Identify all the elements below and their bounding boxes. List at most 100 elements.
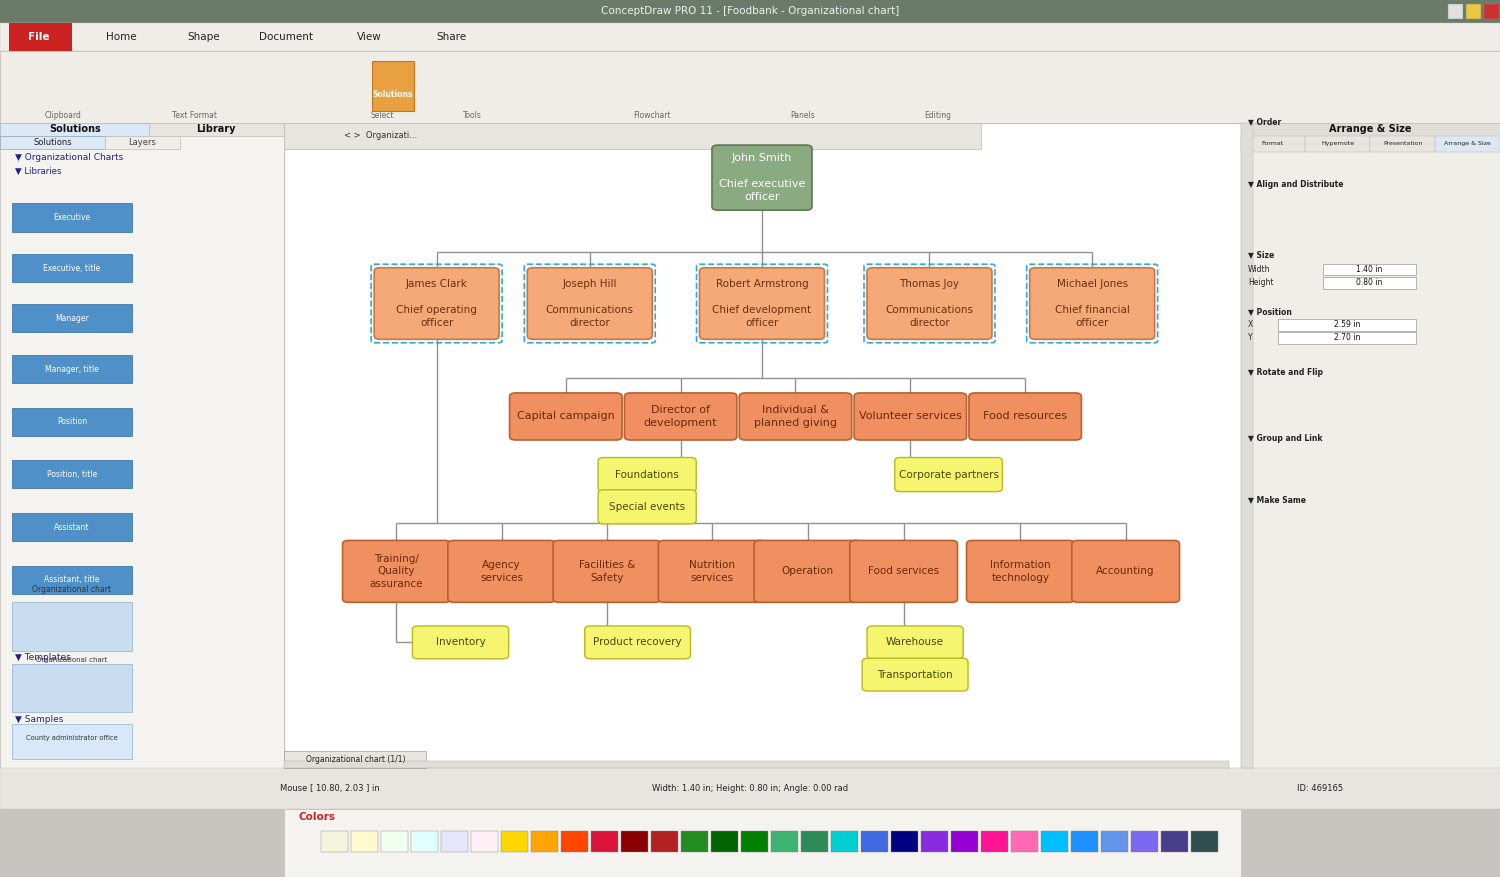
FancyBboxPatch shape bbox=[1011, 831, 1038, 852]
Text: James Clark

Chief operating
officer: James Clark Chief operating officer bbox=[396, 279, 477, 328]
Text: Share: Share bbox=[436, 32, 466, 42]
FancyBboxPatch shape bbox=[284, 809, 1240, 877]
Text: Facilities &
Safety: Facilities & Safety bbox=[579, 560, 634, 583]
FancyBboxPatch shape bbox=[658, 540, 766, 602]
FancyBboxPatch shape bbox=[510, 393, 622, 440]
FancyBboxPatch shape bbox=[9, 23, 72, 51]
Text: Colors: Colors bbox=[298, 812, 336, 823]
FancyBboxPatch shape bbox=[0, 51, 1500, 123]
Text: Library: Library bbox=[196, 125, 236, 134]
Text: ▼ Rotate and Flip: ▼ Rotate and Flip bbox=[1248, 368, 1323, 377]
Text: ▼ Group and Link: ▼ Group and Link bbox=[1248, 434, 1323, 443]
Text: Text Format: Text Format bbox=[172, 111, 217, 120]
Text: Solutions: Solutions bbox=[372, 90, 413, 99]
Text: Organizational chart: Organizational chart bbox=[33, 585, 111, 594]
FancyBboxPatch shape bbox=[740, 393, 852, 440]
Text: Width: Width bbox=[1248, 265, 1270, 274]
FancyBboxPatch shape bbox=[0, 136, 105, 149]
FancyBboxPatch shape bbox=[12, 355, 132, 383]
Text: Operation: Operation bbox=[782, 567, 834, 576]
FancyBboxPatch shape bbox=[0, 23, 1500, 51]
FancyBboxPatch shape bbox=[105, 136, 180, 149]
Text: Michael Jones

Chief financial
officer: Michael Jones Chief financial officer bbox=[1054, 279, 1130, 328]
Text: Solutions: Solutions bbox=[50, 125, 100, 134]
Text: Accounting: Accounting bbox=[1096, 567, 1155, 576]
FancyBboxPatch shape bbox=[1240, 123, 1500, 136]
Text: ▼ Samples: ▼ Samples bbox=[15, 715, 63, 724]
FancyBboxPatch shape bbox=[624, 393, 736, 440]
FancyBboxPatch shape bbox=[12, 602, 132, 651]
FancyBboxPatch shape bbox=[1448, 4, 1462, 19]
FancyBboxPatch shape bbox=[284, 123, 981, 149]
FancyBboxPatch shape bbox=[754, 540, 862, 602]
FancyBboxPatch shape bbox=[951, 831, 978, 852]
FancyBboxPatch shape bbox=[681, 831, 708, 852]
FancyBboxPatch shape bbox=[12, 566, 132, 594]
Text: Clipboard: Clipboard bbox=[45, 111, 81, 120]
FancyBboxPatch shape bbox=[0, 123, 148, 136]
Text: County administrator office: County administrator office bbox=[26, 736, 118, 741]
Text: Warehouse: Warehouse bbox=[886, 638, 944, 647]
Text: ▼ Organizational Charts: ▼ Organizational Charts bbox=[15, 153, 123, 162]
FancyBboxPatch shape bbox=[591, 831, 618, 852]
Text: Director of
development: Director of development bbox=[644, 405, 717, 428]
Text: Shape: Shape bbox=[188, 32, 220, 42]
FancyBboxPatch shape bbox=[1305, 136, 1371, 152]
FancyBboxPatch shape bbox=[585, 626, 690, 659]
Text: Position, title: Position, title bbox=[46, 470, 98, 479]
Text: Document: Document bbox=[260, 32, 314, 42]
Text: John Smith

Chief executive
officer: John Smith Chief executive officer bbox=[718, 153, 806, 202]
FancyBboxPatch shape bbox=[342, 540, 450, 602]
FancyBboxPatch shape bbox=[528, 267, 652, 339]
Text: Solutions: Solutions bbox=[33, 138, 72, 147]
FancyBboxPatch shape bbox=[850, 540, 957, 602]
Text: Nutrition
services: Nutrition services bbox=[688, 560, 735, 583]
Text: Flowchart: Flowchart bbox=[633, 111, 672, 120]
FancyBboxPatch shape bbox=[554, 540, 662, 602]
FancyBboxPatch shape bbox=[861, 831, 888, 852]
FancyBboxPatch shape bbox=[12, 513, 132, 541]
FancyBboxPatch shape bbox=[448, 540, 555, 602]
Text: Organizational chart: Organizational chart bbox=[36, 657, 108, 662]
Text: Organizational chart (1/1): Organizational chart (1/1) bbox=[306, 755, 405, 764]
Text: Transportation: Transportation bbox=[878, 670, 953, 680]
Text: Panels: Panels bbox=[790, 111, 814, 120]
Text: Executive: Executive bbox=[54, 213, 90, 222]
FancyBboxPatch shape bbox=[561, 831, 588, 852]
FancyBboxPatch shape bbox=[12, 724, 132, 759]
Text: Width: 1.40 in; Height: 0.80 in; Angle: 0.00 rad: Width: 1.40 in; Height: 0.80 in; Angle: … bbox=[652, 784, 847, 793]
Text: ▼ Templates: ▼ Templates bbox=[15, 653, 70, 662]
FancyBboxPatch shape bbox=[381, 831, 408, 852]
FancyBboxPatch shape bbox=[598, 458, 696, 492]
FancyBboxPatch shape bbox=[501, 831, 528, 852]
Text: Manager, title: Manager, title bbox=[45, 365, 99, 374]
Text: Home: Home bbox=[106, 32, 136, 42]
FancyBboxPatch shape bbox=[374, 267, 500, 339]
Text: ConceptDraw PRO 11 - [Foodbank - Organizational chart]: ConceptDraw PRO 11 - [Foodbank - Organiz… bbox=[602, 6, 898, 17]
FancyBboxPatch shape bbox=[1240, 136, 1305, 152]
Text: ▼ Order: ▼ Order bbox=[1248, 118, 1281, 126]
FancyBboxPatch shape bbox=[1371, 136, 1436, 152]
Text: ID: 469165: ID: 469165 bbox=[1298, 784, 1342, 793]
FancyBboxPatch shape bbox=[921, 831, 948, 852]
FancyBboxPatch shape bbox=[699, 267, 825, 339]
Text: Select: Select bbox=[370, 111, 394, 120]
FancyBboxPatch shape bbox=[711, 831, 738, 852]
FancyBboxPatch shape bbox=[966, 540, 1074, 602]
Text: Position: Position bbox=[57, 417, 87, 426]
Text: Foundations: Foundations bbox=[615, 469, 680, 480]
Text: Inventory: Inventory bbox=[435, 638, 486, 647]
FancyBboxPatch shape bbox=[1323, 264, 1416, 275]
Text: Hypernote: Hypernote bbox=[1322, 141, 1354, 146]
FancyBboxPatch shape bbox=[372, 61, 414, 111]
Text: Corporate partners: Corporate partners bbox=[898, 469, 999, 480]
FancyBboxPatch shape bbox=[471, 831, 498, 852]
FancyBboxPatch shape bbox=[771, 831, 798, 852]
Text: Manager: Manager bbox=[56, 314, 88, 323]
FancyBboxPatch shape bbox=[1240, 123, 1252, 768]
Text: Agency
services: Agency services bbox=[480, 560, 524, 583]
Text: Mouse [ 10.80, 2.03 ] in: Mouse [ 10.80, 2.03 ] in bbox=[280, 784, 380, 793]
FancyBboxPatch shape bbox=[411, 831, 438, 852]
FancyBboxPatch shape bbox=[0, 123, 284, 768]
FancyBboxPatch shape bbox=[284, 761, 1228, 768]
